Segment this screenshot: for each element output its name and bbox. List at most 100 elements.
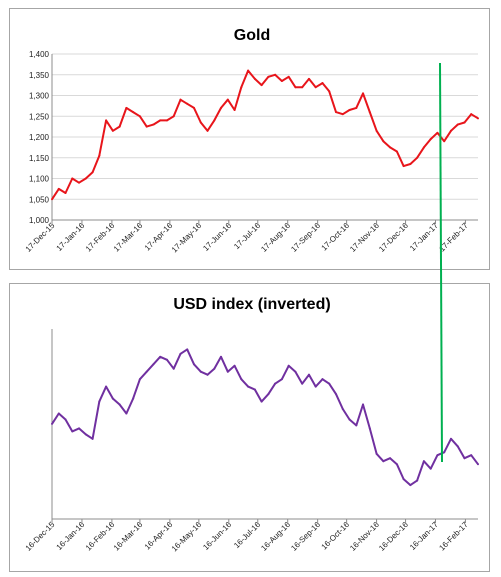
data-point (159, 119, 162, 122)
data-point (64, 192, 67, 195)
data-point (335, 111, 337, 114)
data-point (307, 373, 310, 376)
data-point (341, 408, 344, 411)
x-tick-label: 16-Feb-17 (437, 520, 470, 553)
data-point (274, 73, 277, 76)
data-point (145, 370, 148, 373)
data-point (233, 364, 236, 367)
data-point (389, 146, 392, 149)
data-point (429, 467, 432, 470)
data-point (267, 75, 270, 78)
data-point (348, 418, 351, 421)
x-tick-label: 17-Mar-16 (112, 221, 145, 254)
data-point (348, 109, 351, 112)
x-tick-label: 17-Nov-16 (348, 221, 381, 254)
data-point (395, 463, 398, 466)
data-point (118, 403, 121, 406)
data-point (301, 382, 304, 385)
data-point (132, 397, 135, 400)
data-point (159, 355, 162, 358)
data-point (98, 400, 101, 403)
data-point (443, 451, 446, 454)
x-tick-label: 16-Feb-16 (84, 520, 117, 553)
data-point (422, 146, 425, 149)
gold-chart-panel: Gold 1,000 1,050 1,100 1,150 1,200 1,250 1,300 1… (9, 8, 490, 270)
y-tick-label: 1,400 (29, 50, 50, 59)
data-point (260, 400, 263, 403)
data-point (71, 177, 74, 180)
data-point (294, 370, 297, 373)
data-point (395, 150, 398, 153)
data-point (179, 352, 182, 355)
data-point (274, 382, 277, 385)
usd-index-chart: USD index (inverted)16-Dec-1516-Jan-1616… (24, 296, 479, 554)
x-tick-label: 16-Jan-16 (55, 520, 87, 552)
data-point (226, 370, 229, 373)
x-tick-label: 16-Jan-17 (408, 520, 440, 552)
data-point (422, 460, 425, 463)
chart-title: USD index (inverted) (173, 296, 330, 313)
data-point (125, 106, 128, 109)
data-point (416, 479, 419, 482)
data-point (456, 445, 459, 448)
data-point (152, 123, 155, 126)
data-point (470, 454, 473, 457)
data-point (240, 86, 243, 89)
x-tick-label: 17-Feb-17 (437, 221, 470, 254)
data-point (125, 412, 128, 415)
data-point (456, 123, 459, 126)
data-point (206, 129, 209, 132)
gold-chart: Gold 1,000 1,050 1,100 1,150 1,200 1,250 1,300 1… (24, 27, 479, 255)
data-point (362, 92, 365, 95)
data-point (443, 140, 446, 143)
x-tick-label: 17-Dec-15 (24, 221, 57, 254)
x-tick-label: 16-Sep-16 (289, 520, 322, 553)
data-point (91, 171, 94, 174)
data-point (362, 403, 365, 406)
data-point (78, 181, 81, 184)
data-point (409, 162, 412, 165)
data-point (253, 77, 256, 80)
data-point (111, 397, 114, 400)
data-point (301, 86, 304, 89)
x-tick-label: 16-Nov-16 (348, 520, 381, 553)
data-point (368, 111, 371, 114)
x-tick-label: 16-May-16 (170, 520, 204, 554)
data-point (220, 106, 223, 109)
data-point (375, 452, 378, 455)
data-point (213, 119, 216, 122)
data-point (91, 437, 94, 440)
data-point (287, 364, 290, 367)
data-point (280, 378, 283, 381)
data-point (402, 478, 405, 481)
y-tick-label: 1,100 (29, 175, 50, 184)
data-point (186, 102, 189, 105)
data-point (436, 454, 439, 457)
data-point (355, 424, 358, 427)
data-point (267, 393, 270, 396)
data-point (199, 121, 202, 124)
x-tick-label: 17-Jun-16 (201, 221, 233, 253)
data-point (51, 198, 53, 201)
chart-title: Gold (234, 27, 270, 44)
data-point (152, 363, 155, 366)
data-point (186, 348, 189, 351)
data-point (375, 129, 378, 132)
data-point (416, 156, 419, 159)
data-point (314, 86, 317, 89)
data-point (260, 84, 263, 87)
data-point (247, 385, 250, 388)
data-point (57, 187, 60, 190)
x-tick-label: 17-Dec-16 (377, 221, 410, 254)
y-tick-label: 1,250 (29, 112, 50, 121)
data-point (71, 430, 74, 433)
data-point (314, 385, 317, 388)
data-point (389, 457, 392, 460)
data-point (240, 378, 243, 381)
x-tick-label: 17-May-16 (170, 221, 204, 255)
y-tick-label: 1,350 (29, 71, 50, 80)
x-tick-label: 16-Mar-16 (112, 520, 145, 553)
data-point (111, 129, 114, 132)
data-point (105, 385, 108, 388)
y-tick-label: 1,300 (29, 92, 50, 101)
